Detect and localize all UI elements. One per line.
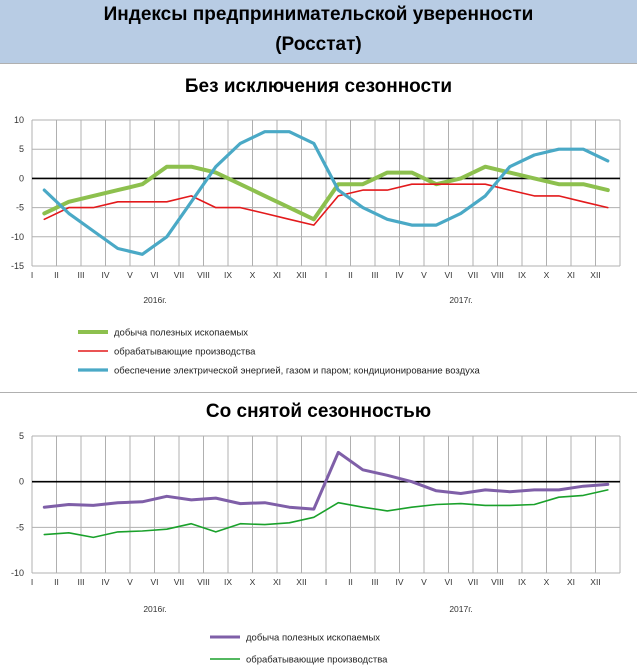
x-tick-label: VIII xyxy=(491,577,504,587)
series-line xyxy=(42,164,610,222)
page-title: Индексы предпринимательской уверенности xyxy=(103,4,534,25)
x-tick-label: II xyxy=(54,270,59,280)
x-tick-label: XII xyxy=(296,270,306,280)
x-tick-label: VI xyxy=(444,577,452,587)
year-label: 2017г. xyxy=(449,295,472,305)
x-tick-label: XI xyxy=(567,577,575,587)
page-header: Индексы предпринимательской уверенности … xyxy=(0,0,637,63)
x-tick-label: II xyxy=(348,577,353,587)
x-tick-label: X xyxy=(544,577,550,587)
x-tick-label: II xyxy=(54,577,59,587)
x-tick-label: V xyxy=(127,270,133,280)
x-tick-label: IV xyxy=(101,577,109,587)
x-tick-label: IX xyxy=(518,270,526,280)
x-tick-label: VI xyxy=(150,577,158,587)
x-tick-label: VI xyxy=(444,270,452,280)
x-tick-label: IX xyxy=(518,577,526,587)
legend-label: добыча полезных ископаемых xyxy=(246,633,380,644)
y-tick-label: -5 xyxy=(16,522,24,532)
x-tick-label: VII xyxy=(174,577,184,587)
x-tick-label: V xyxy=(127,577,133,587)
x-tick-label: I xyxy=(325,577,327,587)
x-tick-label: XII xyxy=(296,577,306,587)
x-tick-label: X xyxy=(250,270,256,280)
y-tick-label: -5 xyxy=(16,203,24,213)
x-tick-label: IX xyxy=(224,577,232,587)
y-tick-label: -10 xyxy=(11,232,24,242)
x-tick-label: III xyxy=(77,577,84,587)
section-title-seasonally-adjusted: Со снятой сезонностью xyxy=(205,401,432,422)
x-tick-label: II xyxy=(348,270,353,280)
series-line xyxy=(42,130,610,256)
x-tick-label: IX xyxy=(224,270,232,280)
x-tick-label: III xyxy=(371,270,378,280)
x-tick-label: VIII xyxy=(197,270,210,280)
x-tick-label: III xyxy=(371,577,378,587)
x-tick-label: VII xyxy=(468,270,478,280)
series-line xyxy=(43,183,609,226)
series-line xyxy=(42,450,610,511)
page-subtitle: (Росстат) xyxy=(275,34,362,55)
x-tick-label: XI xyxy=(273,577,281,587)
y-tick-label: 5 xyxy=(19,144,24,154)
x-tick-label: IV xyxy=(395,577,403,587)
y-tick-label: 0 xyxy=(19,173,24,183)
x-tick-label: V xyxy=(421,577,427,587)
y-tick-label: -10 xyxy=(11,568,24,578)
divider xyxy=(0,392,637,393)
x-tick-label: VI xyxy=(150,270,158,280)
x-tick-label: I xyxy=(31,270,33,280)
legend-label: добыча полезных ископаемых xyxy=(114,328,248,339)
year-label: 2016г. xyxy=(143,604,166,614)
year-label: 2017г. xyxy=(449,604,472,614)
legend-label: обеспечение электрической энергией, газо… xyxy=(114,366,480,377)
x-tick-label: V xyxy=(421,270,427,280)
x-tick-label: VII xyxy=(174,270,184,280)
x-tick-label: XII xyxy=(590,270,600,280)
x-tick-label: IV xyxy=(101,270,109,280)
y-tick-label: 0 xyxy=(19,477,24,487)
x-tick-label: XI xyxy=(273,270,281,280)
y-tick-label: 10 xyxy=(14,115,24,125)
x-tick-label: X xyxy=(250,577,256,587)
x-tick-label: VIII xyxy=(197,577,210,587)
x-tick-label: IV xyxy=(395,270,403,280)
x-tick-label: XII xyxy=(590,577,600,587)
y-tick-label: -15 xyxy=(11,261,24,271)
series-line xyxy=(43,489,609,539)
x-tick-label: X xyxy=(544,270,550,280)
x-tick-label: VIII xyxy=(491,270,504,280)
chart-seasonally-adjusted: 50-5-10I II III IV V VI VII VIII IX X XI XII I II III I… xyxy=(11,431,621,666)
year-label: 2016г. xyxy=(143,295,166,305)
x-tick-label: XI xyxy=(567,270,575,280)
section-title-non-seasonal: Без исключения сезонности xyxy=(184,76,453,97)
divider xyxy=(0,63,637,64)
x-tick-label: III xyxy=(77,270,84,280)
legend-label: обрабатывающие производства xyxy=(246,655,388,666)
x-tick-label: I xyxy=(31,577,33,587)
x-tick-label: I xyxy=(325,270,327,280)
y-tick-label: 5 xyxy=(19,431,24,441)
x-tick-label: VII xyxy=(468,577,478,587)
legend-label: обрабатывающие производства xyxy=(114,347,256,358)
